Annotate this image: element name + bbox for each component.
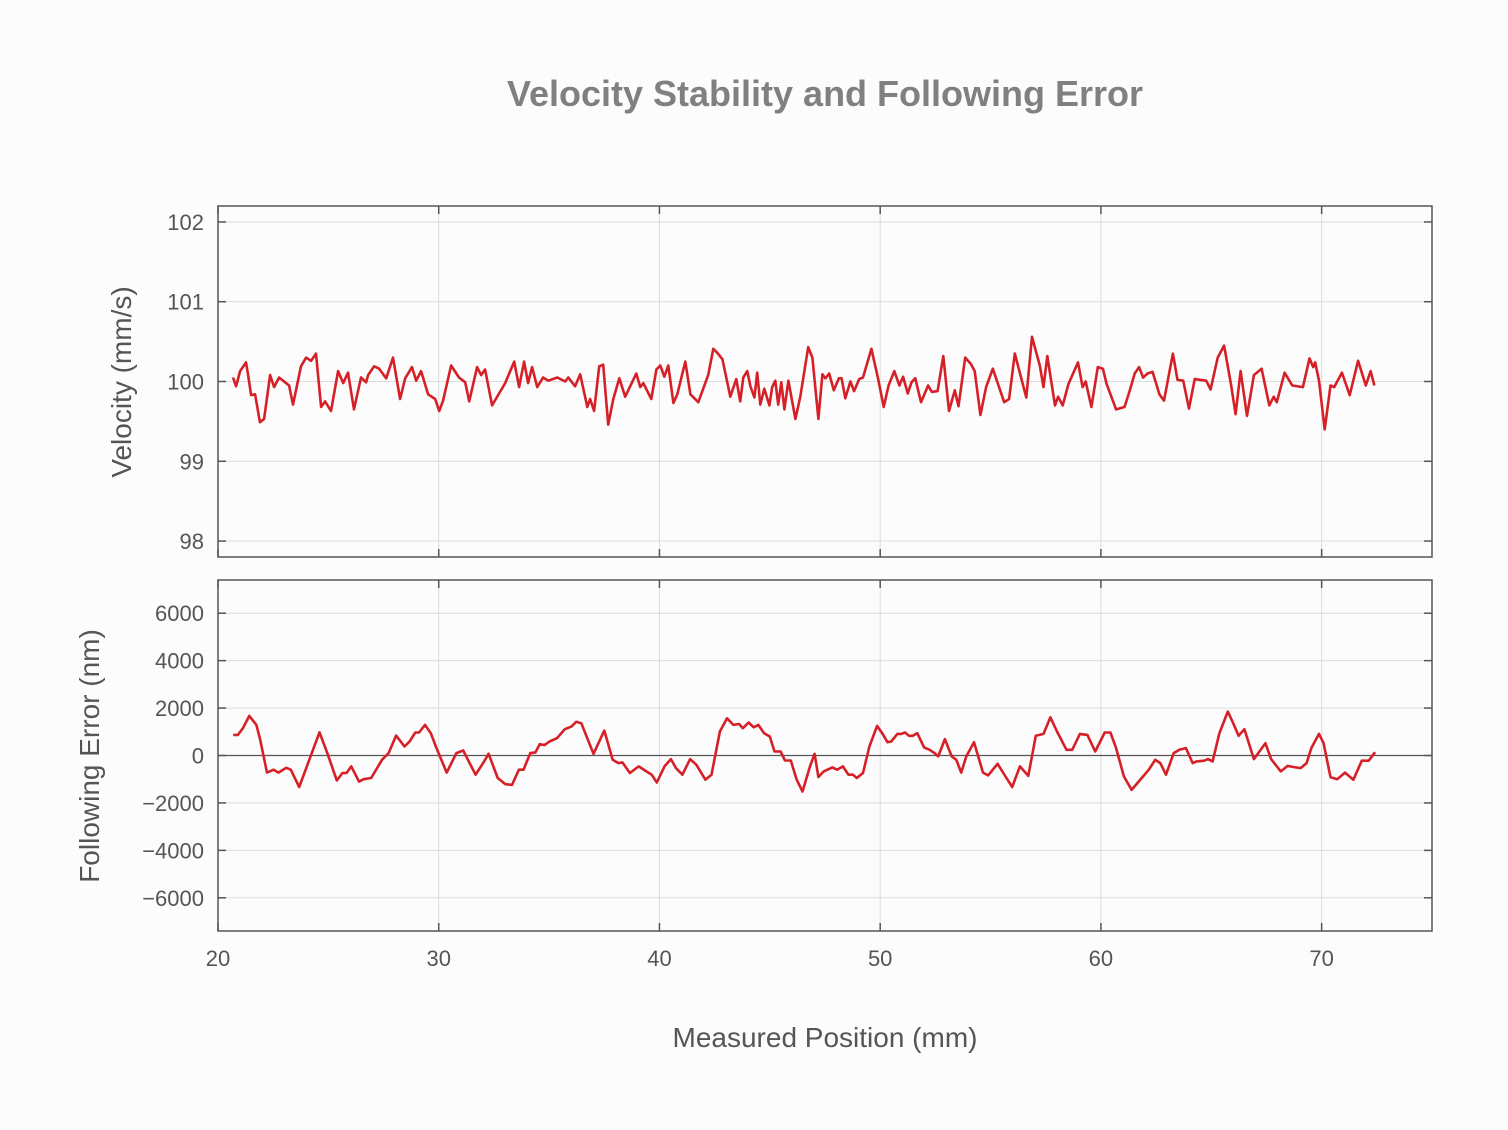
series-line-velocity [231,335,1376,431]
y-tick-label: −6000 [142,886,204,911]
y-tick-label: 102 [167,210,204,235]
chart-title: Velocity Stability and Following Error [507,73,1143,114]
x-tick-label: 30 [426,946,450,971]
panel-velocity: 98 99 100 101 102 [167,205,1433,558]
y-tick-label: 101 [167,290,204,315]
y-tick-label: 2000 [155,696,204,721]
x-tick-label: 70 [1309,946,1333,971]
y-tick-label: 4000 [155,649,204,674]
y-tick-label: −2000 [142,791,204,816]
x-tick-label: 50 [868,946,892,971]
y-axis-label-velocity: Velocity (mm/s) [106,286,137,477]
y-tick-label: 98 [180,529,204,554]
series-line-following-error [233,710,1377,793]
x-tick-label: 20 [206,946,230,971]
y-tick-label: 0 [192,744,204,769]
y-tick-label: 100 [167,370,204,395]
y-axis-label-following-error: Following Error (nm) [74,629,105,883]
x-axis-label: Measured Position (mm) [673,1022,978,1053]
x-tick-label: 60 [1089,946,1113,971]
y-tick-label: 6000 [155,601,204,626]
panel-following-error: −6000 −4000 −2000 0 2000 4000 6000 [142,579,1433,932]
y-tick-label: −4000 [142,838,204,863]
y-tick-label: 99 [180,449,204,474]
x-tick-label: 40 [647,946,671,971]
